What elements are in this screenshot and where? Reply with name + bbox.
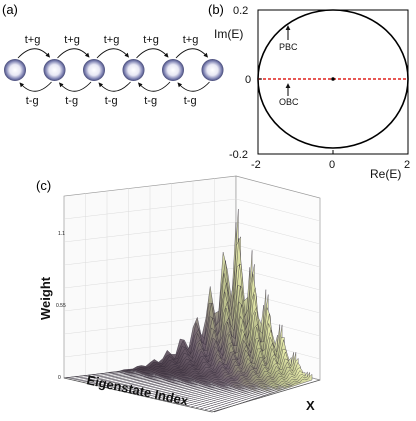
spectrum-ylabel: Im(E) xyxy=(214,27,243,41)
ytick-mid: 0 xyxy=(245,74,251,86)
surface-ridge xyxy=(141,323,276,396)
pbc-ellipse xyxy=(257,9,409,149)
hop-right-label: t+g xyxy=(104,34,120,46)
lattice-site xyxy=(83,59,105,81)
xtick-mid: 0 xyxy=(329,159,335,171)
lattice-sites xyxy=(4,59,224,81)
surface-ridge xyxy=(63,222,237,379)
lattice-site xyxy=(122,59,145,81)
surface-ridge xyxy=(99,264,255,387)
hop-right-label: t+g xyxy=(25,34,41,46)
xtick-right: 2 xyxy=(404,159,410,171)
ztick-top: 1.1 xyxy=(58,231,65,237)
surface-grid xyxy=(63,178,321,376)
hop-left-arrow xyxy=(138,81,171,92)
panel-b-label: (b) xyxy=(208,2,224,17)
ytick-bottom: -0.2 xyxy=(229,149,248,161)
hop-left-arrow xyxy=(98,81,131,92)
surface-ridge xyxy=(122,289,267,392)
surface-ridge xyxy=(168,348,290,402)
panel-a-label: (a) xyxy=(2,2,18,17)
hop-left-arrow xyxy=(19,81,52,92)
x-axis-label: X xyxy=(306,398,315,413)
hop-left-arrow xyxy=(177,81,210,92)
hop-right-label: t+g xyxy=(143,34,159,46)
surface-ridge xyxy=(186,357,299,407)
origin-point xyxy=(331,77,335,81)
surface-ridge xyxy=(145,329,278,397)
surface-ridge xyxy=(154,324,283,399)
surface-ridges xyxy=(63,208,313,413)
surface-ridge xyxy=(68,208,239,380)
surface-ridge xyxy=(149,324,280,398)
hop-right-label: t+g xyxy=(64,34,80,46)
surface-ridge xyxy=(90,267,250,385)
surface-ridge xyxy=(159,337,285,400)
surface-ridge xyxy=(104,273,257,388)
surface-ridge xyxy=(204,371,308,411)
surface-ridge xyxy=(131,307,271,394)
hop-right-arrow xyxy=(175,48,208,59)
surface-ridge xyxy=(136,313,274,395)
surface-ridge xyxy=(163,339,287,401)
hop-left-label: t-g xyxy=(105,95,118,107)
surface-ridge xyxy=(77,238,244,382)
surface-ridge xyxy=(72,236,241,381)
hop-right-label: t+g xyxy=(183,34,199,46)
lattice-site xyxy=(43,59,66,81)
surface-ridge xyxy=(113,294,262,390)
surface-ridge xyxy=(213,373,313,413)
surface-ridge xyxy=(127,294,269,393)
surface-ridge xyxy=(117,305,264,391)
hop-left-arrow xyxy=(59,81,92,92)
surface-ridge xyxy=(81,264,246,383)
lattice-site xyxy=(4,59,26,81)
ztick-mid: 0.55 xyxy=(56,303,66,309)
surface-ridge xyxy=(209,371,310,412)
spectrum-xlabel: Re(E) xyxy=(370,167,401,181)
lattice-site xyxy=(162,59,184,81)
hop-left-label: t-g xyxy=(184,95,197,107)
eigenstate-axis-label: Eigenstate Index xyxy=(85,372,190,408)
panel-c-label: (c) xyxy=(36,178,52,193)
hop-left-label: t-g xyxy=(26,95,39,107)
hop-right-arrow xyxy=(57,48,90,59)
surface-ridge xyxy=(172,351,292,403)
lattice-hops xyxy=(17,48,210,92)
ztick-bottom: 0 xyxy=(58,375,61,381)
lattice-hop-labels: t+g t-g t+g t-g t+g t-g t+g t-g t+g t-g xyxy=(25,34,199,107)
hop-left-label: t-g xyxy=(65,95,78,107)
surface-ridge xyxy=(195,367,303,409)
ytick-top: 0.2 xyxy=(233,5,248,17)
surface-ridge xyxy=(95,250,253,386)
surface-ridge xyxy=(177,352,294,405)
hop-right-arrow xyxy=(136,48,169,59)
spectrum-frame xyxy=(257,9,409,155)
surface-ridge xyxy=(190,362,301,408)
surface-ridge xyxy=(109,287,260,389)
surface-ridge xyxy=(200,370,306,410)
surface-ridge xyxy=(181,352,297,405)
pbc-annotation: PBC xyxy=(279,42,298,52)
hop-right-arrow xyxy=(96,48,129,59)
xtick-left: -2 xyxy=(251,159,261,171)
surface-ridge xyxy=(86,263,248,384)
hop-right-arrow xyxy=(17,48,50,59)
hop-left-label: t-g xyxy=(144,95,157,107)
lattice-site xyxy=(201,59,224,81)
weight-axis-label: Weight xyxy=(38,276,53,320)
obc-annotation: OBC xyxy=(279,97,299,107)
surface-axes-box xyxy=(63,175,321,381)
